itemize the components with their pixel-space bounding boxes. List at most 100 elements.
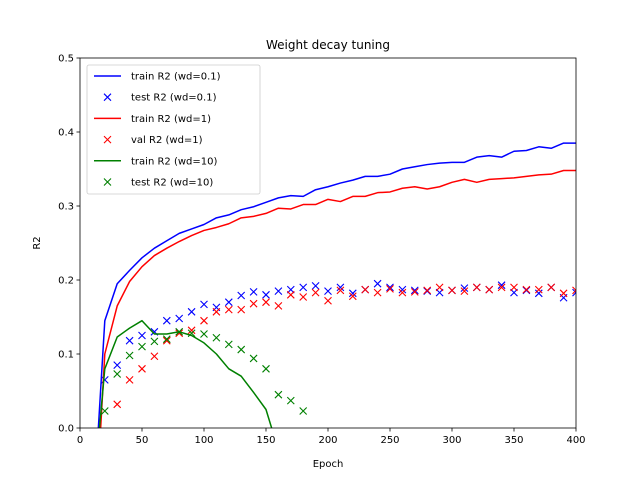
data-point (113, 370, 122, 378)
data-point (460, 284, 469, 293)
data-point (125, 336, 134, 345)
data-point (311, 288, 320, 297)
y-tick-label: 0.3 (58, 202, 74, 213)
series-val-r2-wd-1 (113, 283, 576, 409)
data-point (485, 285, 494, 294)
x-tick-label: 400 (566, 435, 585, 446)
data-point (262, 298, 270, 307)
data-point (336, 283, 345, 292)
data-point (398, 288, 407, 297)
data-point (138, 342, 146, 351)
data-point (299, 283, 308, 292)
data-point (150, 337, 159, 346)
y-tick-label: 0.4 (58, 128, 74, 139)
data-point (187, 329, 196, 338)
data-point (510, 283, 518, 292)
legend-marker-swatch (103, 135, 112, 144)
y-tick-label: 0.2 (58, 276, 74, 287)
x-tick-label: 150 (256, 435, 275, 446)
x-axis-label: Epoch (313, 459, 344, 470)
x-tick-label: 300 (442, 435, 461, 446)
series-line (98, 319, 273, 428)
data-point (336, 286, 345, 295)
data-point (100, 376, 109, 384)
data-point (299, 293, 308, 301)
data-point (224, 305, 233, 314)
x-tick-label: 50 (136, 435, 149, 446)
data-point (361, 285, 370, 294)
y-axis: 0.0 0.1 0.2 0.3 0.4 0.5 (58, 54, 80, 435)
data-point (534, 285, 543, 294)
data-point (187, 326, 196, 335)
data-point (162, 335, 171, 344)
y-tick-label: 0.0 (58, 424, 74, 435)
legend-marker-swatch (103, 93, 112, 102)
x-tick-label: 350 (504, 435, 523, 446)
data-point (448, 286, 456, 295)
legend-box (86, 64, 261, 195)
data-point (534, 289, 543, 298)
data-point (162, 336, 171, 345)
data-point (113, 361, 122, 369)
data-point (286, 396, 295, 405)
data-point (324, 287, 332, 295)
data-point (373, 279, 382, 288)
data-point (348, 289, 357, 298)
legend-marker-swatch (103, 178, 112, 186)
data-point (410, 287, 419, 296)
data-point (125, 376, 134, 384)
data-point (410, 286, 419, 295)
series-train-r2-wd-0-1 (97, 142, 576, 428)
series-train-r2-wd-10 (98, 319, 273, 428)
data-point (472, 283, 481, 292)
x-axis: 0 50 100 150 200 250 300 350 400 (77, 428, 586, 446)
data-point (175, 327, 184, 336)
y-axis-label: R2 (32, 236, 43, 249)
data-point (311, 282, 320, 290)
data-point (175, 314, 184, 323)
data-point (138, 331, 146, 340)
data-point (138, 364, 146, 373)
data-point (386, 284, 394, 293)
data-point (547, 283, 556, 292)
data-point (262, 364, 270, 373)
data-point (237, 305, 246, 314)
x-tick-label: 100 (194, 435, 213, 446)
data-point (559, 289, 568, 298)
series-line (99, 169, 576, 428)
data-point (423, 286, 432, 295)
data-point (249, 354, 258, 363)
series-line (97, 142, 576, 428)
data-point (386, 283, 394, 292)
series-layer (97, 142, 576, 428)
data-point (497, 281, 506, 290)
legend-entry-label: test R2 (wd=10) (131, 178, 213, 189)
data-point (175, 329, 184, 338)
data-point (224, 340, 233, 349)
data-point (212, 307, 221, 316)
chart-title: Weight decay tuning (266, 38, 390, 52)
data-point (200, 316, 208, 325)
data-point (262, 290, 270, 299)
legend-entry-label: test R2 (wd=0.1) (131, 93, 217, 104)
data-point (348, 292, 357, 301)
y-tick-label: 0.5 (58, 54, 74, 65)
data-point (100, 407, 109, 415)
data-point (113, 400, 122, 409)
data-point (212, 333, 221, 342)
data-point (200, 330, 208, 338)
data-point (324, 296, 332, 305)
data-point (460, 287, 469, 295)
data-point (572, 286, 576, 295)
y-tick-label: 0.1 (58, 350, 74, 361)
legend-entry-label: train R2 (wd=0.1) (131, 72, 221, 83)
data-point (249, 299, 258, 308)
data-point (572, 288, 576, 297)
legend-entry-label: val R2 (wd=1) (131, 135, 203, 146)
data-point (435, 283, 444, 292)
data-point (162, 316, 171, 325)
data-point (237, 291, 246, 300)
x-tick-label: 0 (77, 435, 83, 446)
data-point (187, 307, 196, 316)
